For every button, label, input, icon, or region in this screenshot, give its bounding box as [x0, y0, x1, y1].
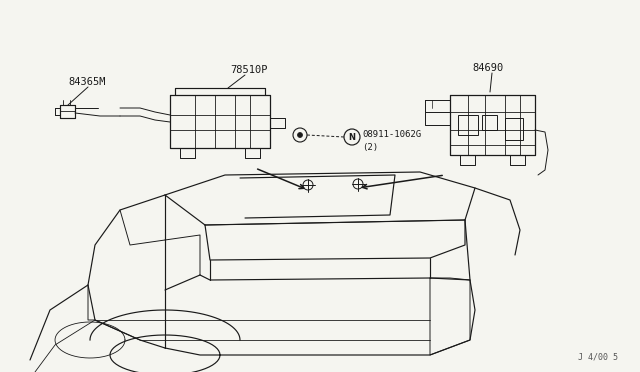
Bar — [458, 115, 478, 135]
Text: 08911-1062G: 08911-1062G — [362, 129, 421, 138]
Circle shape — [344, 129, 360, 145]
Text: J 4/00 5: J 4/00 5 — [578, 353, 618, 362]
Text: 84690: 84690 — [472, 63, 503, 73]
Bar — [505, 118, 523, 140]
Circle shape — [293, 128, 307, 142]
Bar — [482, 115, 497, 130]
Text: 78510P: 78510P — [230, 65, 268, 75]
Text: 84365M: 84365M — [68, 77, 106, 87]
Circle shape — [298, 132, 303, 138]
Text: N: N — [349, 132, 355, 141]
Text: (2): (2) — [362, 142, 378, 151]
